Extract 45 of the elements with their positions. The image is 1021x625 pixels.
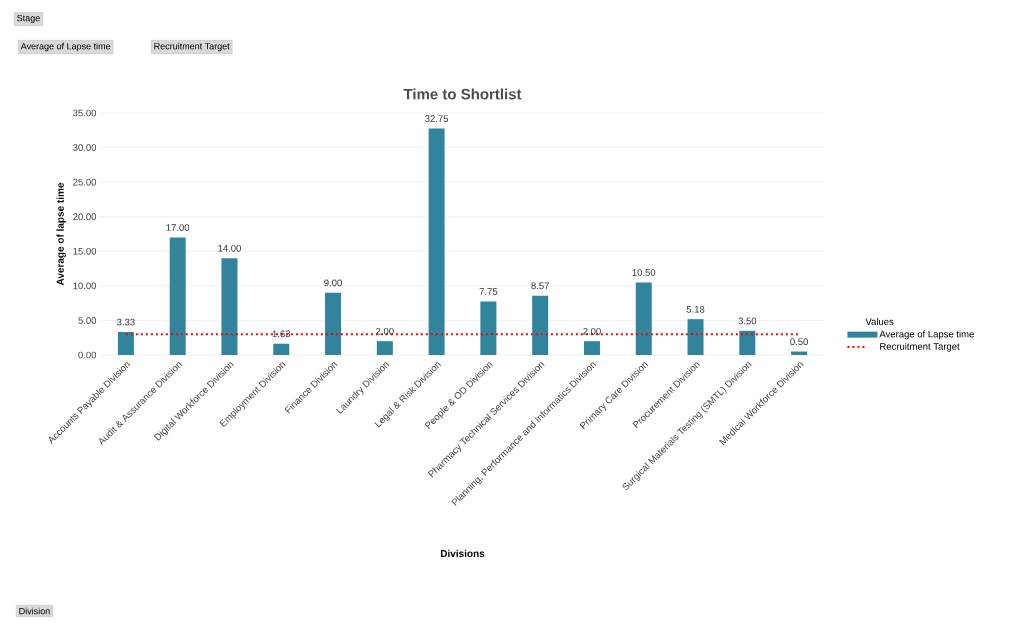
bar [532, 295, 549, 355]
y-tick-label: 10.00 [73, 282, 97, 290]
bar [583, 341, 600, 355]
text: Division [19, 607, 50, 615]
legend-title: Values [865, 318, 894, 326]
x-axis-title: Divisions [440, 549, 485, 558]
data-label: 2.00 [376, 327, 394, 335]
bar [169, 237, 186, 355]
y-tick-label: 5.00 [78, 317, 97, 324]
data-label: 3.33 [117, 318, 135, 326]
text: Average of Lapse time [20, 42, 111, 52]
text: Stage [17, 14, 40, 24]
bar [428, 128, 445, 355]
y-tick-label: 35.00 [73, 109, 97, 117]
data-label: 7.75 [479, 288, 498, 295]
bar [687, 319, 704, 355]
data-label: 8.57 [531, 282, 549, 290]
data-label: 9.00 [324, 279, 342, 287]
bar [635, 282, 652, 355]
data-label: 10.50 [632, 269, 656, 276]
y-tick-label: 20.00 [73, 213, 97, 221]
y-tick-label: 30.00 [73, 144, 97, 151]
data-label: 17.00 [166, 224, 190, 231]
data-label: 2.00 [583, 327, 601, 335]
bar [739, 330, 756, 355]
legend-label: Recruitment Target [880, 342, 960, 352]
data-label: 1.63 [272, 330, 291, 338]
bar [221, 258, 238, 355]
bar [376, 341, 393, 355]
data-label: 3.50 [738, 317, 757, 325]
y-axis-title: Average of lapse time [56, 182, 66, 286]
bar [273, 343, 290, 355]
bar [480, 301, 497, 355]
data-label: 0.50 [790, 338, 808, 346]
data-label: 32.75 [425, 115, 449, 123]
data-label: 14.00 [218, 244, 241, 252]
legend-label: Average of Lapse time [879, 330, 974, 340]
y-tick-label: 0.00 [78, 351, 97, 359]
bar [325, 292, 342, 355]
bar [117, 331, 134, 355]
y-tick-label: 25.00 [73, 178, 97, 186]
text: Recruitment Target [154, 42, 230, 52]
chart-title: Time to Shortlist [403, 88, 522, 100]
data-label: 5.18 [686, 305, 705, 313]
y-tick-label: 15.00 [73, 247, 97, 255]
